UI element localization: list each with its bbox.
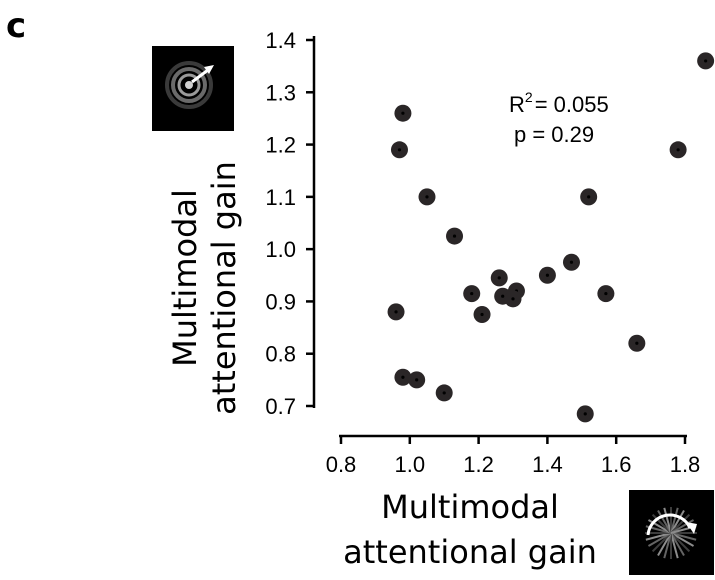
data-point [580,188,598,206]
r-squared-label: R2= 0.055 [509,89,609,117]
data-point [418,188,436,206]
y-tick-label: 1.0 [265,237,296,262]
data-point [394,368,412,386]
y-tick-label: 0.7 [265,394,296,419]
radial-spoke [651,532,672,553]
data-point [576,405,594,423]
radial-spoke [670,513,691,534]
y-axis-title-line-2: attentional gain [205,161,243,415]
p-value-label: p = 0.29 [514,122,594,147]
radial-spoke [647,532,672,547]
data-point [504,290,522,308]
x-tick-label: 1.2 [463,452,494,477]
radial-spoke [645,532,672,541]
data-point [628,334,646,352]
data-point [387,303,405,321]
radial-spoke [670,532,679,559]
y-tick-label: 1.4 [265,28,296,53]
x-axis-title-line-1: Multimodal [381,488,559,526]
x-tick-label: 1.8 [670,452,701,477]
y-tick-label: 0.9 [265,289,296,314]
data-point [463,285,481,303]
radial-spoke [670,507,679,534]
data-point [473,306,491,323]
x-tick-label: 1.0 [395,452,426,477]
radial-spoke [657,532,672,557]
x-tick-label: 0.8 [326,452,357,477]
radial-grating-rotating-arrow-icon [629,490,714,575]
concentric-rings-expanding-arrow-icon [152,46,234,131]
data-point [562,253,580,271]
x-axis: 0.8 1.0 1.2 1.4 1.6 1.8 [326,434,701,477]
y-tick-label: 1.2 [265,133,296,158]
radial-spoke [663,532,672,559]
y-axis-title-line-1: Multimodal [166,189,204,367]
data-point [435,384,453,402]
data-point [408,371,426,389]
radial-spoke [651,513,672,534]
y-axis-title: Multimodal attentional gain [166,161,243,415]
radial-spoke [670,519,695,534]
y-tick-label: 1.1 [265,185,296,210]
radial-spoke [670,532,697,541]
data-point [390,141,408,159]
data-point [538,266,556,284]
data-point [394,104,412,122]
radial-spoke [670,532,685,557]
panel-label: c [6,6,27,46]
x-tick-label: 1.6 [601,452,632,477]
y-tick-label: 0.8 [265,342,296,367]
radial-spoke [670,532,691,553]
data-point [669,141,687,159]
stats-annotation: R2= 0.055 p = 0.29 [509,89,609,147]
data-point [697,52,715,70]
x-axis-title-line-2: attentional gain [343,533,597,571]
radial-spoke [670,532,695,547]
y-axis: 0.7 0.8 0.9 1.0 1.1 1.2 1.3 1.4 [265,28,316,419]
x-axis-title: Multimodal attentional gain [343,488,597,571]
data-point [597,285,615,303]
y-tick-label: 1.3 [265,80,296,105]
radial-spoke [663,507,672,534]
radial-spoke [670,509,685,534]
x-tick-label: 1.4 [532,452,563,477]
radial-spoke [657,509,672,534]
data-point [446,227,464,245]
data-point [490,269,508,287]
data-points [387,52,715,423]
